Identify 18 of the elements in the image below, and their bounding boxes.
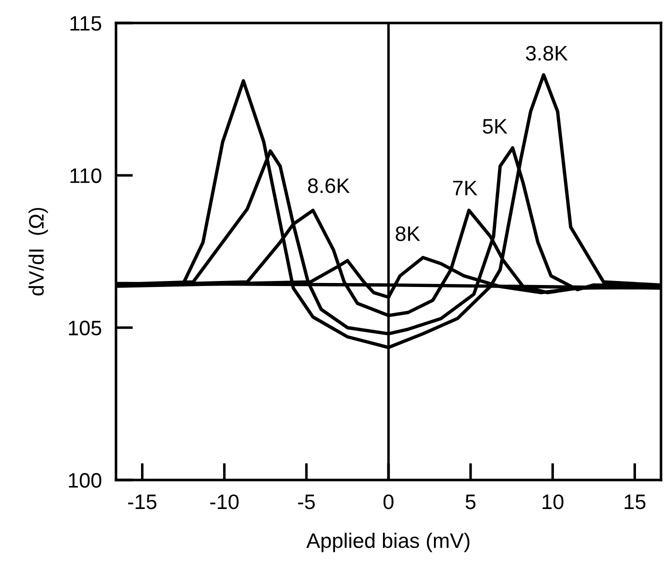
y-tick-label: 115 [70,16,102,31]
annotation: 8.6K [308,178,350,194]
x-tick-label: -10 [210,494,239,510]
annotation: 3.8K [526,46,568,61]
x-tick-label: 5 [466,494,476,510]
x-axis-title: Applied bias (mV) [306,532,470,552]
x-tick-label: -15 [128,494,156,510]
y-tick-label: 105 [68,320,102,336]
x-tick-label: 10 [542,494,564,510]
annotation: 5K [482,119,508,134]
y-tick-label: 100 [68,473,102,488]
y-axis-title: dV/dI (Ω) [28,208,48,296]
x-tick-label: 15 [624,494,646,510]
y-tick-label: 110 [70,168,102,184]
annotation: 8K [396,226,420,242]
x-tick-label: 0 [384,494,394,510]
x-tick-label: -5 [298,494,315,510]
annotation: 7K [453,180,478,196]
